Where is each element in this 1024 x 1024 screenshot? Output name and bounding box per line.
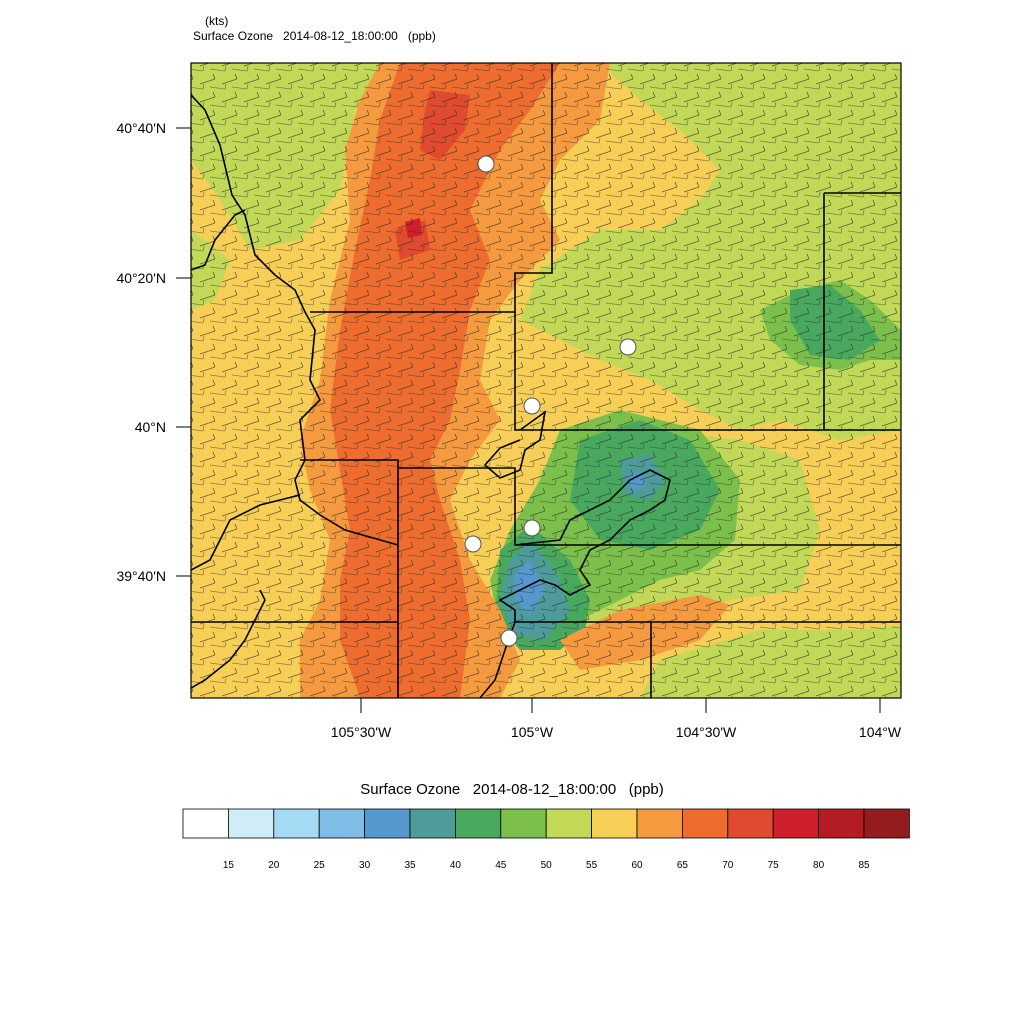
ozone-field <box>191 63 901 698</box>
colorbar-swatch <box>772 808 820 839</box>
lat-tick-label: 40°N <box>135 419 166 435</box>
colorbar: 15 20 25 30 35 40 45 50 55 60 65 70 75 80 85 <box>182 808 910 871</box>
colorbar-swatch <box>364 808 411 839</box>
colorbar-label: 25 <box>314 860 326 871</box>
colorbar-label: 45 <box>495 860 507 871</box>
colorbar-swatch <box>727 808 774 839</box>
station-marker <box>619 338 637 356</box>
colorbar-label: 80 <box>813 860 825 871</box>
lon-axis: 105°30'W 105°W 104°30'W 104°W <box>331 698 902 740</box>
colorbar-label: 85 <box>858 860 870 871</box>
colorbar-label: 15 <box>223 860 235 871</box>
colorbar-swatch <box>318 808 366 839</box>
map-title: Surface Ozone 2014-08-12_18:00:00 (ppb) <box>193 29 436 43</box>
colorbar-label: 30 <box>359 860 371 871</box>
colorbar-label: 60 <box>631 860 643 871</box>
colorbar-label: 50 <box>541 860 553 871</box>
colorbar-label: 20 <box>268 860 280 871</box>
colorbar-swatch <box>636 808 683 839</box>
colorbar-swatch <box>591 808 638 839</box>
colorbar-swatch <box>409 808 456 839</box>
colorbar-swatch <box>182 808 229 839</box>
lon-tick-label: 105°30'W <box>331 724 392 740</box>
colorbar-swatch <box>682 808 729 839</box>
station-marker <box>477 155 495 173</box>
colorbar-swatch <box>500 808 547 839</box>
lat-tick-label: 40°40'N <box>116 120 166 136</box>
colorbar-label: 35 <box>404 860 416 871</box>
lon-tick-label: 104°W <box>859 724 902 740</box>
station-marker <box>500 629 518 647</box>
colorbar-swatch <box>454 808 502 839</box>
lat-tick-label: 39°40'N <box>116 568 166 584</box>
lat-tick-label: 40°20'N <box>116 270 166 286</box>
colorbar-label: 70 <box>722 860 734 871</box>
units-label: (kts) <box>205 14 229 28</box>
colorbar-swatch <box>273 808 320 839</box>
colorbar-swatch <box>545 808 593 839</box>
lon-tick-label: 105°W <box>511 724 554 740</box>
map-border <box>190 62 902 699</box>
station-marker <box>523 519 541 537</box>
colorbar-label: 75 <box>768 860 780 871</box>
lon-tick-label: 104°30'W <box>676 724 737 740</box>
county-boundaries <box>191 63 901 698</box>
colorbar-label: 40 <box>450 860 462 871</box>
colorbar-title: Surface Ozone 2014-08-12_18:00:00 (ppb) <box>360 781 664 798</box>
station-markers <box>464 155 637 647</box>
colorbar-swatch <box>227 808 275 839</box>
colorbar-swatch <box>818 808 865 839</box>
colorbar-label: 65 <box>677 860 689 871</box>
colorbar-swatch <box>863 808 910 839</box>
lat-axis: 40°40'N 40°20'N 40°N 39°40'N <box>116 120 191 584</box>
station-marker <box>523 397 541 415</box>
colorbar-label: 55 <box>586 860 598 871</box>
station-marker <box>464 535 482 553</box>
